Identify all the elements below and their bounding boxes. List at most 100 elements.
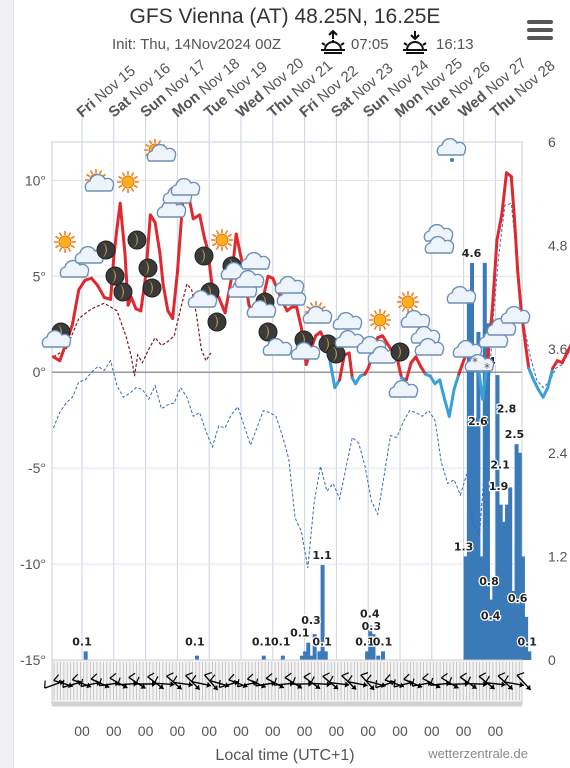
- wind-barb: [190, 674, 212, 688]
- y-right-tick-label: 1.2: [548, 548, 568, 564]
- snow-marker: *: [472, 355, 478, 369]
- rain-cloud-icon: [436, 137, 467, 156]
- wind-barb: [153, 676, 175, 688]
- sun-icon: [54, 231, 76, 253]
- temperature-segment: [532, 378, 540, 391]
- temperature-segment: [490, 238, 499, 313]
- cloud-icon: [156, 199, 187, 218]
- precipitation-bar: [514, 444, 519, 660]
- precipitation-label: 2.5: [505, 428, 525, 441]
- temperature-segment: [148, 213, 157, 225]
- cloud-icon: [246, 299, 277, 318]
- precipitation-bar: [527, 651, 532, 660]
- cloud-icon: [423, 223, 454, 242]
- temperature-segment: [527, 366, 536, 382]
- precipitation-bar: [368, 625, 373, 660]
- wind-barb: [459, 672, 477, 690]
- temperature-segment: [333, 378, 342, 390]
- wind-barb: [485, 675, 506, 688]
- cloud-icon: [302, 305, 333, 324]
- temperature-segment: [161, 282, 170, 313]
- moon-icon: [207, 312, 227, 332]
- temperature-segment: [158, 251, 165, 286]
- cloud-icon: [464, 353, 495, 372]
- wind-barb: [203, 672, 219, 691]
- x-tick-label: 00: [488, 723, 504, 739]
- precipitation-label: 0.1: [373, 635, 393, 648]
- precipitation-label: 0.4: [360, 608, 380, 621]
- x-tick-label: 00: [297, 723, 313, 739]
- sunset-time: 16:13: [436, 36, 474, 53]
- precipitation-bar: [312, 634, 317, 660]
- precipitation-label: 0.1: [355, 635, 375, 648]
- left-sidebar-strip: [0, 0, 14, 768]
- temperature-segment: [381, 334, 389, 345]
- cloud-icon: [146, 143, 177, 162]
- precipitation-bar: [376, 655, 381, 660]
- x-tick-label: 00: [170, 723, 186, 739]
- cloud-icon: [41, 329, 72, 348]
- precipitation-bar: [505, 504, 510, 660]
- temperature-segment: [560, 351, 569, 365]
- cloud-icon: [234, 269, 265, 288]
- y-right-tick-label: 6: [548, 134, 556, 150]
- wind-barb: [273, 677, 295, 687]
- cloud-icon: [240, 251, 271, 270]
- cloud-icon: [424, 235, 455, 254]
- y-right-tick-label: 3.6: [548, 341, 568, 357]
- cloud-icon: [262, 337, 293, 356]
- precipitation-bar: [517, 452, 522, 660]
- wind-barbs: [44, 659, 532, 707]
- precipitation-bar: [83, 651, 88, 660]
- temperature-segment: [96, 284, 106, 299]
- moon-icon: [96, 240, 116, 260]
- precipitation-bar: [280, 655, 285, 660]
- y-left-tick-label: -10°: [20, 556, 46, 572]
- precipitation-bar: [498, 504, 503, 660]
- x-tick-label: 00: [138, 723, 154, 739]
- temperature-segment: [414, 355, 423, 368]
- precipitation-bar: [463, 556, 468, 660]
- hamburger-menu-icon[interactable]: [527, 20, 553, 40]
- y-left-tick-label: 10°: [25, 172, 46, 188]
- temperature-segment: [153, 221, 162, 255]
- weather-icons: [41, 137, 531, 398]
- precipitation-label: 4.6: [462, 247, 482, 260]
- precipitation-label: 1.9: [489, 480, 509, 493]
- credit-text: wetterzentrale.de: [428, 746, 528, 761]
- precipitation-bar: [479, 556, 484, 660]
- precipitation-bar: [508, 487, 513, 660]
- precipitation-bar: [492, 582, 497, 660]
- temperature-segment: [234, 232, 243, 259]
- precipitation-bar: [365, 651, 370, 660]
- cloud-icon: [414, 337, 445, 356]
- precipitation-label: 0.1: [72, 635, 92, 648]
- temperature-segment: [217, 295, 227, 315]
- x-tick-label: 00: [392, 723, 408, 739]
- precipitation-bar: [466, 297, 471, 660]
- precipitation-bar: [194, 655, 199, 660]
- temperature-segment: [438, 378, 447, 401]
- precipitation-label: 1.3: [454, 540, 474, 553]
- precipitation-label: 0.3: [301, 614, 321, 627]
- precipitation-bar: [371, 634, 376, 660]
- x-tick-label: 00: [456, 723, 472, 739]
- temperature-segment: [541, 386, 550, 399]
- temperature-segment: [546, 366, 555, 390]
- sun-icon: [211, 229, 233, 251]
- precipitation-bar: [485, 323, 490, 660]
- precipitation-bar: [309, 655, 314, 660]
- precipitation-label: 0.8: [479, 575, 499, 588]
- chart-title: GFS Vienna (AT) 48.25N, 16.25E: [129, 5, 441, 28]
- x-tick-label: 00: [74, 723, 90, 739]
- dewpoint-line: [53, 282, 212, 377]
- wind-barb: [516, 672, 532, 691]
- precipitation-bar: [470, 262, 475, 660]
- wind-barb: [291, 676, 313, 687]
- precipitation-label: 0.1: [312, 635, 332, 648]
- precipitation-label: 0.4: [481, 609, 501, 622]
- sunset-icon: [400, 30, 430, 56]
- temperature-segment: [447, 387, 456, 418]
- temperature-segment: [495, 213, 504, 242]
